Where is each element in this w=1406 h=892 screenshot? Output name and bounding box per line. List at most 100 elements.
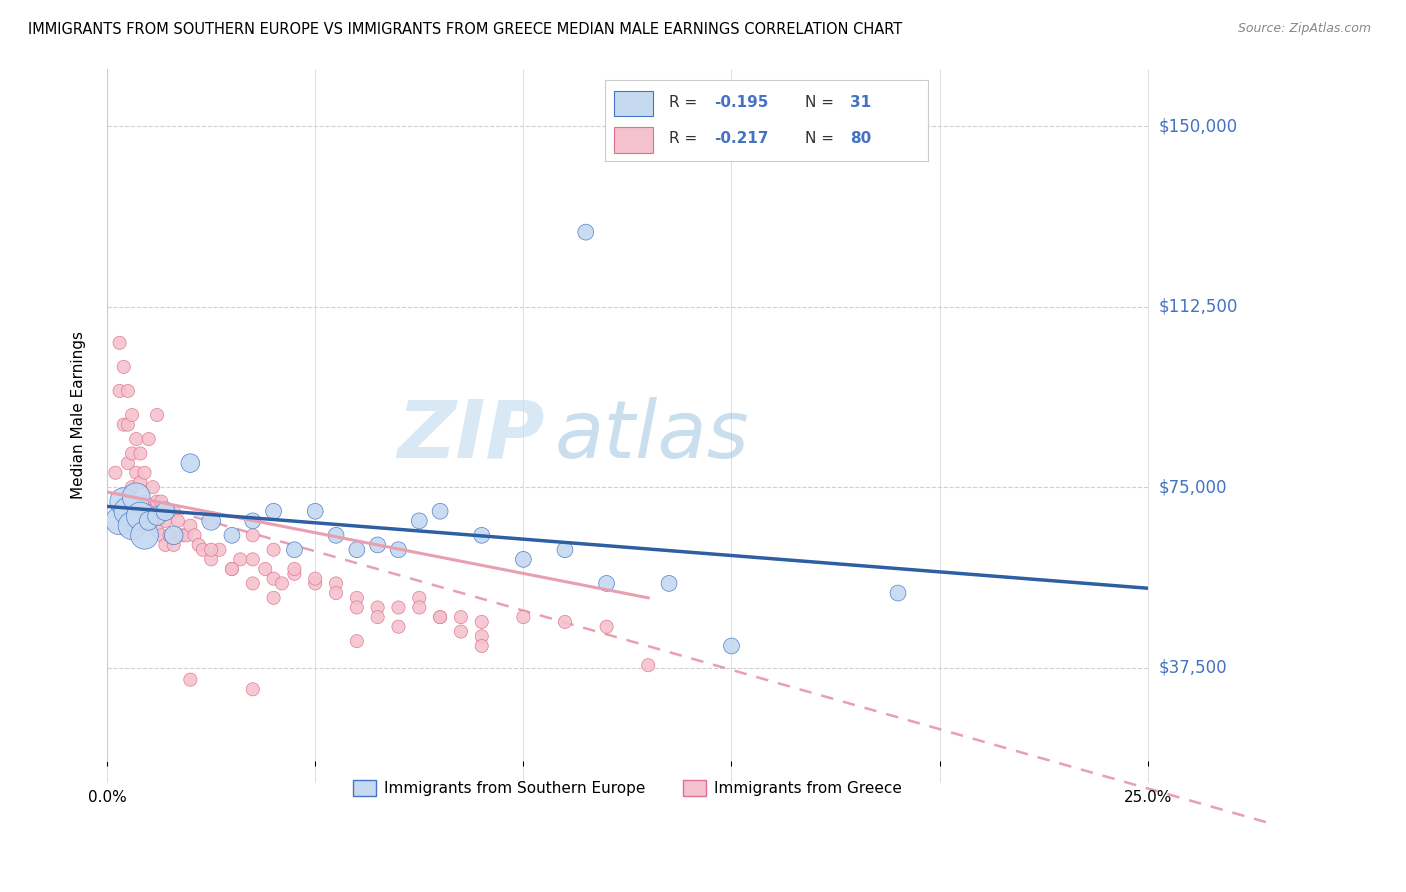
Point (129, 475, 152, 490)
Text: $112,500: $112,500 (1159, 298, 1239, 316)
Point (263, 504, 285, 518)
Point (155, 504, 177, 518)
Point (159, 504, 181, 518)
Point (325, 528, 347, 542)
Point (125, 466, 148, 480)
Point (200, 552, 222, 566)
Text: 80: 80 (851, 131, 872, 146)
Point (155, 514, 177, 528)
Text: R =: R = (669, 95, 703, 111)
Point (283, 542, 305, 557)
Point (408, 514, 430, 528)
Point (129, 504, 152, 518)
Point (471, 615, 494, 629)
Point (637, 658, 659, 673)
Point (283, 562, 305, 576)
Point (471, 528, 494, 542)
Point (242, 528, 264, 542)
Point (387, 600, 409, 615)
Point (325, 586, 347, 600)
Text: $150,000: $150,000 (1159, 117, 1239, 136)
Point (155, 538, 177, 552)
Text: R =: R = (669, 131, 703, 146)
Point (125, 490, 148, 504)
Point (134, 528, 156, 542)
Point (163, 528, 186, 542)
Point (304, 572, 326, 586)
Point (112, 359, 135, 374)
Point (554, 615, 576, 629)
Point (166, 514, 188, 528)
Point (179, 518, 201, 533)
Point (117, 456, 139, 470)
Point (254, 562, 277, 576)
Text: N =: N = (806, 95, 839, 111)
Point (346, 542, 368, 557)
Point (142, 514, 165, 528)
Point (325, 576, 347, 591)
Point (183, 528, 205, 542)
Point (142, 480, 165, 494)
Text: -0.217: -0.217 (714, 131, 769, 146)
Point (121, 518, 143, 533)
Point (221, 528, 243, 542)
Point (117, 504, 139, 518)
Point (512, 552, 534, 566)
Point (117, 384, 139, 398)
Point (187, 538, 209, 552)
Point (129, 446, 152, 460)
Point (595, 620, 617, 634)
Point (221, 562, 243, 576)
Point (121, 408, 143, 422)
Point (108, 335, 131, 350)
Point (117, 417, 139, 432)
Point (134, 494, 156, 508)
Point (146, 524, 169, 538)
Point (387, 542, 409, 557)
Point (263, 591, 285, 605)
Text: ZIP: ZIP (396, 397, 544, 475)
Point (242, 682, 264, 697)
Point (283, 566, 305, 581)
Point (658, 576, 681, 591)
Text: atlas: atlas (554, 397, 749, 475)
Point (121, 446, 143, 460)
Point (408, 600, 430, 615)
Point (179, 673, 201, 687)
Point (887, 586, 910, 600)
Point (179, 456, 201, 470)
Point (125, 432, 148, 446)
Point (150, 528, 173, 542)
Point (129, 509, 152, 524)
Point (159, 528, 181, 542)
Point (150, 494, 173, 508)
Point (138, 504, 160, 518)
Y-axis label: Median Male Earnings: Median Male Earnings (72, 331, 86, 499)
Point (112, 417, 135, 432)
Point (408, 591, 430, 605)
Point (108, 384, 131, 398)
Point (575, 225, 598, 239)
Text: N =: N = (806, 131, 839, 146)
Point (191, 542, 214, 557)
Point (146, 408, 169, 422)
Point (512, 610, 534, 624)
Point (471, 629, 494, 643)
Point (121, 480, 143, 494)
Point (595, 576, 617, 591)
Point (367, 600, 389, 615)
Legend: Immigrants from Southern Europe, Immigrants from Greece: Immigrants from Southern Europe, Immigra… (347, 774, 908, 802)
Text: $75,000: $75,000 (1159, 478, 1227, 496)
Text: IMMIGRANTS FROM SOUTHERN EUROPE VS IMMIGRANTS FROM GREECE MEDIAN MALE EARNINGS C: IMMIGRANTS FROM SOUTHERN EUROPE VS IMMIG… (28, 22, 903, 37)
Point (429, 610, 451, 624)
Point (200, 514, 222, 528)
Point (346, 591, 368, 605)
Point (229, 552, 252, 566)
Point (134, 518, 156, 533)
Point (242, 514, 264, 528)
Text: 0.0%: 0.0% (87, 790, 127, 805)
Text: $37,500: $37,500 (1159, 658, 1227, 677)
Point (146, 509, 169, 524)
Point (471, 639, 494, 653)
Point (134, 466, 156, 480)
